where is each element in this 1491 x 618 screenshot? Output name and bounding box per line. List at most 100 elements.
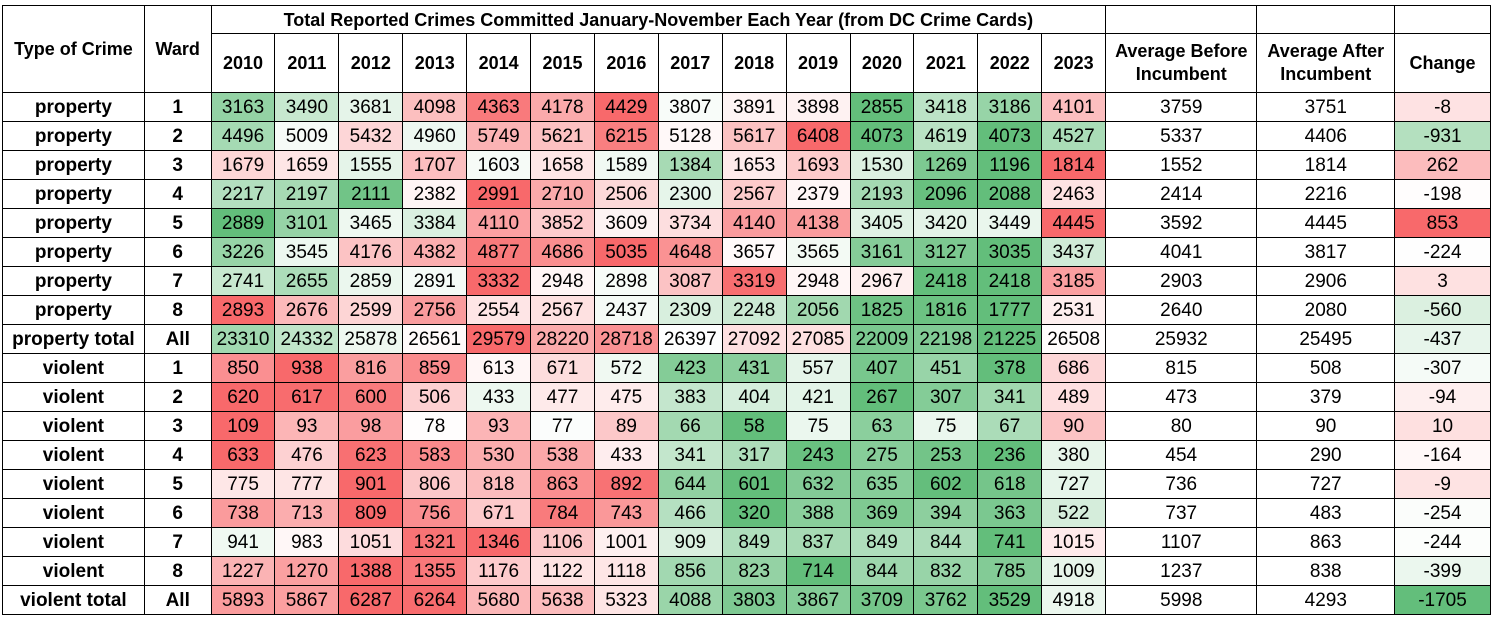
value-cell[interactable]: 341: [657, 440, 723, 470]
average-before-cell[interactable]: 2414: [1105, 179, 1258, 209]
average-after-cell[interactable]: 2216: [1256, 179, 1396, 209]
value-cell[interactable]: 849: [721, 527, 787, 557]
average-before-cell[interactable]: 2903: [1105, 266, 1258, 296]
change-cell[interactable]: -9: [1394, 469, 1491, 499]
value-cell[interactable]: 2088: [977, 179, 1043, 209]
header-year-2021[interactable]: 2021: [913, 33, 979, 93]
value-cell[interactable]: 863: [530, 469, 595, 499]
ward-cell[interactable]: 8: [143, 295, 212, 325]
value-cell[interactable]: 632: [785, 469, 851, 499]
value-cell[interactable]: 1679: [210, 150, 276, 180]
value-cell[interactable]: 4429: [593, 92, 659, 122]
value-cell[interactable]: 5035: [593, 237, 659, 267]
value-cell[interactable]: 5680: [466, 585, 532, 615]
value-cell[interactable]: 25878: [338, 324, 404, 354]
value-cell[interactable]: 3449: [977, 208, 1043, 238]
value-cell[interactable]: 4496: [210, 121, 276, 151]
ward-cell[interactable]: 7: [143, 266, 212, 296]
value-cell[interactable]: 849: [849, 527, 915, 557]
value-cell[interactable]: 859: [402, 353, 468, 383]
average-before-cell[interactable]: 25932: [1105, 324, 1258, 354]
header-year-2015[interactable]: 2015: [530, 33, 595, 93]
value-cell[interactable]: 2893: [210, 295, 276, 325]
value-cell[interactable]: 2991: [466, 179, 532, 209]
value-cell[interactable]: 3803: [721, 585, 787, 615]
value-cell[interactable]: 3807: [657, 92, 723, 122]
value-cell[interactable]: 1196: [977, 150, 1043, 180]
value-cell[interactable]: 3891: [721, 92, 787, 122]
ward-cell[interactable]: 5: [143, 208, 212, 238]
crime-type-cell[interactable]: property: [2, 179, 145, 209]
header-change[interactable]: Change: [1394, 33, 1491, 93]
value-cell[interactable]: 784: [530, 498, 595, 528]
value-cell[interactable]: 3529: [977, 585, 1043, 615]
value-cell[interactable]: 4140: [721, 208, 787, 238]
average-after-cell[interactable]: 2080: [1256, 295, 1396, 325]
value-cell[interactable]: 433: [593, 440, 659, 470]
value-cell[interactable]: 623: [338, 440, 404, 470]
value-cell[interactable]: 2437: [593, 295, 659, 325]
header-year-2022[interactable]: 2022: [977, 33, 1043, 93]
ward-cell[interactable]: All: [143, 324, 212, 354]
value-cell[interactable]: 28220: [530, 324, 595, 354]
value-cell[interactable]: 809: [338, 498, 404, 528]
header-year-2014[interactable]: 2014: [466, 33, 532, 93]
average-after-cell[interactable]: 290: [1256, 440, 1396, 470]
value-cell[interactable]: 856: [657, 556, 723, 586]
value-cell[interactable]: 78: [402, 411, 468, 441]
value-cell[interactable]: 686: [1041, 353, 1107, 383]
value-cell[interactable]: 77: [530, 411, 595, 441]
value-cell[interactable]: 1555: [338, 150, 404, 180]
average-before-cell[interactable]: 3759: [1105, 92, 1258, 122]
value-cell[interactable]: 2948: [530, 266, 595, 296]
value-cell[interactable]: 3762: [913, 585, 979, 615]
value-cell[interactable]: 901: [338, 469, 404, 499]
value-cell[interactable]: 3163: [210, 92, 276, 122]
value-cell[interactable]: 1693: [785, 150, 851, 180]
value-cell[interactable]: 743: [593, 498, 659, 528]
value-cell[interactable]: 1355: [402, 556, 468, 586]
value-cell[interactable]: 383: [657, 382, 723, 412]
value-cell[interactable]: 2217: [210, 179, 276, 209]
value-cell[interactable]: 75: [785, 411, 851, 441]
value-cell[interactable]: 572: [593, 353, 659, 383]
value-cell[interactable]: 4178: [530, 92, 595, 122]
value-cell[interactable]: 380: [1041, 440, 1107, 470]
value-cell[interactable]: 1825: [849, 295, 915, 325]
ward-cell[interactable]: All: [143, 585, 212, 615]
value-cell[interactable]: 1122: [530, 556, 595, 586]
value-cell[interactable]: 3035: [977, 237, 1043, 267]
average-after-cell[interactable]: 90: [1256, 411, 1396, 441]
average-before-cell[interactable]: 815: [1105, 353, 1258, 383]
average-after-cell[interactable]: 727: [1256, 469, 1396, 499]
value-cell[interactable]: 3127: [913, 237, 979, 267]
change-cell[interactable]: -224: [1394, 237, 1491, 267]
value-cell[interactable]: 557: [785, 353, 851, 383]
value-cell[interactable]: 4176: [338, 237, 404, 267]
value-cell[interactable]: 2096: [913, 179, 979, 209]
value-cell[interactable]: 4073: [977, 121, 1043, 151]
value-cell[interactable]: 1653: [721, 150, 787, 180]
value-cell[interactable]: 275: [849, 440, 915, 470]
value-cell[interactable]: 4527: [1041, 121, 1107, 151]
value-cell[interactable]: 3867: [785, 585, 851, 615]
value-cell[interactable]: 2948: [785, 266, 851, 296]
value-cell[interactable]: 506: [402, 382, 468, 412]
average-after-cell[interactable]: 3817: [1256, 237, 1396, 267]
average-after-cell[interactable]: 4445: [1256, 208, 1396, 238]
value-cell[interactable]: 538: [530, 440, 595, 470]
ward-cell[interactable]: 4: [143, 440, 212, 470]
crime-type-cell[interactable]: violent: [2, 469, 145, 499]
value-cell[interactable]: 816: [338, 353, 404, 383]
value-cell[interactable]: 1388: [338, 556, 404, 586]
change-cell[interactable]: 262: [1394, 150, 1491, 180]
value-cell[interactable]: 394: [913, 498, 979, 528]
value-cell[interactable]: 3545: [274, 237, 340, 267]
value-cell[interactable]: 267: [849, 382, 915, 412]
average-after-cell[interactable]: 1814: [1256, 150, 1396, 180]
value-cell[interactable]: 671: [466, 498, 532, 528]
header-year-2016[interactable]: 2016: [593, 33, 659, 93]
change-cell[interactable]: 853: [1394, 208, 1491, 238]
value-cell[interactable]: 4960: [402, 121, 468, 151]
value-cell[interactable]: 2463: [1041, 179, 1107, 209]
